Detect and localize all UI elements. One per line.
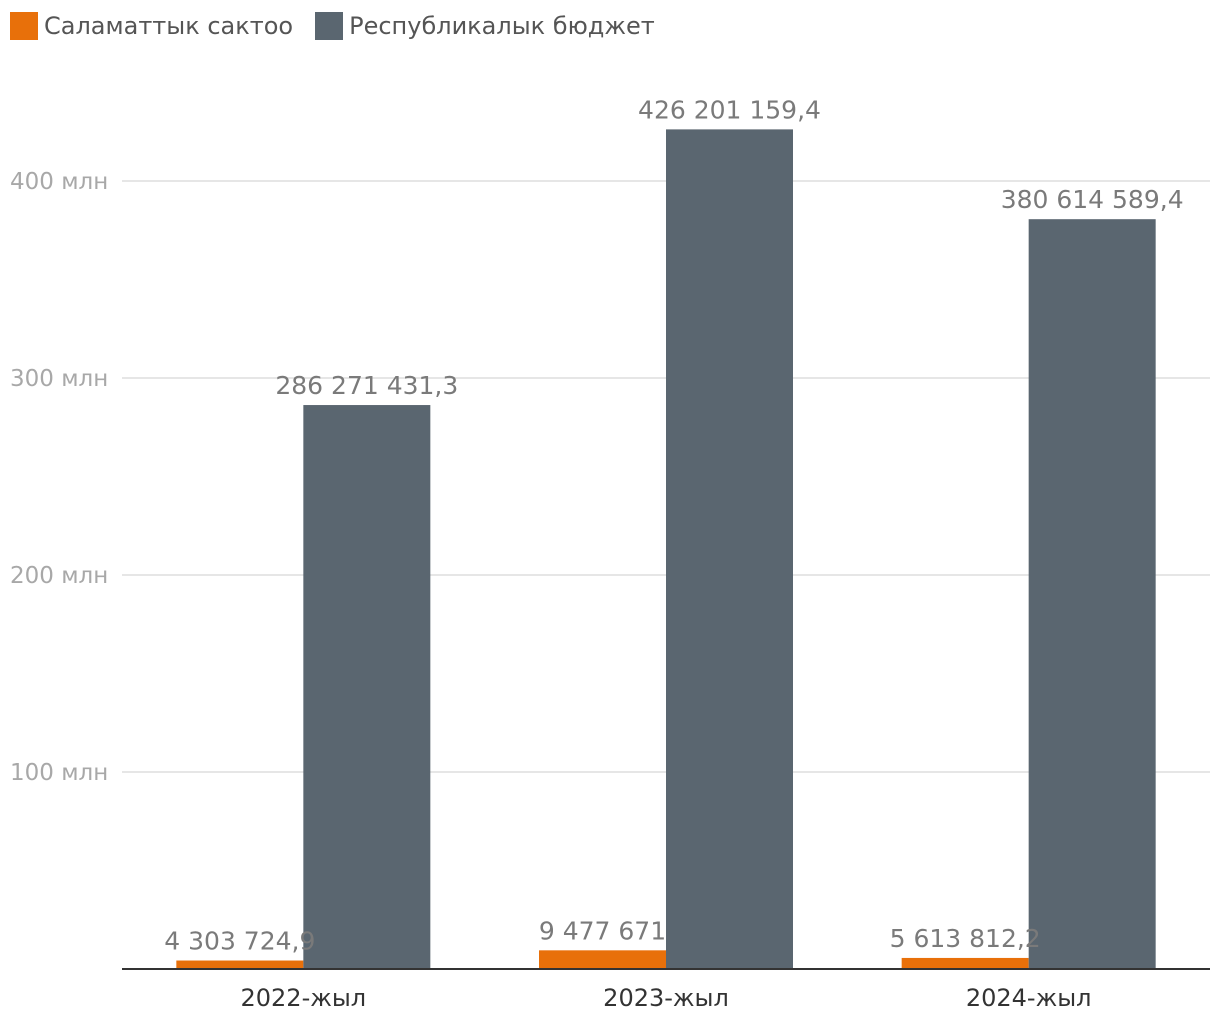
bar-budget-2022-жыл[interactable] xyxy=(303,405,431,969)
y-tick-label: 400 млн xyxy=(10,169,108,195)
y-axis-ticks: 100 млн 200 млн 300 млн 400 млн xyxy=(10,169,108,786)
bar-budget-2023-жыл[interactable] xyxy=(666,129,793,969)
data-label: 426 201 159,4 xyxy=(638,95,821,124)
bar-health-2022-жыл[interactable] xyxy=(176,960,304,969)
y-tick-label: 100 млн xyxy=(10,760,108,786)
legend-item-health[interactable]: Саламаттык сактоо xyxy=(10,12,293,40)
x-axis-labels: 2022-жыл 2023-жыл 2024-жыл xyxy=(241,984,1092,1012)
bar-health-2024-жыл[interactable] xyxy=(901,957,1029,969)
x-tick-label: 2023-жыл xyxy=(603,984,729,1012)
data-label: 4 303 724,9 xyxy=(164,927,315,956)
bars xyxy=(176,129,1156,969)
legend: Саламаттык сактоо Республикалык бюджет xyxy=(10,12,655,40)
x-tick-label: 2024-жыл xyxy=(966,984,1092,1012)
y-tick-label: 200 млн xyxy=(10,563,108,589)
x-tick-label: 2022-жыл xyxy=(241,984,367,1012)
data-label: 380 614 589,4 xyxy=(1001,185,1184,214)
data-label: 5 613 812,2 xyxy=(890,924,1041,953)
bar-health-2023-жыл[interactable] xyxy=(539,950,666,969)
bar-budget-2024-жыл[interactable] xyxy=(1028,219,1156,969)
data-labels: 4 303 724,9 286 271 431,3 9 477 671 426 201… xyxy=(164,95,1183,955)
legend-swatch-health xyxy=(10,12,38,40)
legend-label-health: Саламаттык сактоо xyxy=(44,12,294,40)
data-label: 286 271 431,3 xyxy=(275,371,458,400)
data-label: 9 477 671 xyxy=(539,916,666,945)
legend-item-budget[interactable]: Республикалык бюджет xyxy=(315,12,655,40)
legend-label-budget: Республикалык бюджет xyxy=(349,12,655,40)
legend-swatch-budget xyxy=(315,12,344,40)
y-tick-label: 300 млн xyxy=(10,366,108,392)
